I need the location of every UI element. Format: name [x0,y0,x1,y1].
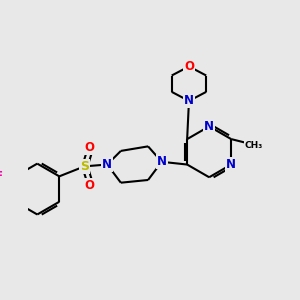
Text: O: O [184,60,194,73]
Text: CH₃: CH₃ [245,141,263,150]
Text: O: O [84,141,94,154]
Text: O: O [84,179,94,192]
Text: F: F [0,170,3,183]
Text: N: N [157,155,167,168]
Text: N: N [204,120,214,133]
Text: N: N [102,158,112,171]
Text: N: N [184,94,194,107]
Text: N: N [226,158,236,171]
Text: S: S [80,160,89,173]
